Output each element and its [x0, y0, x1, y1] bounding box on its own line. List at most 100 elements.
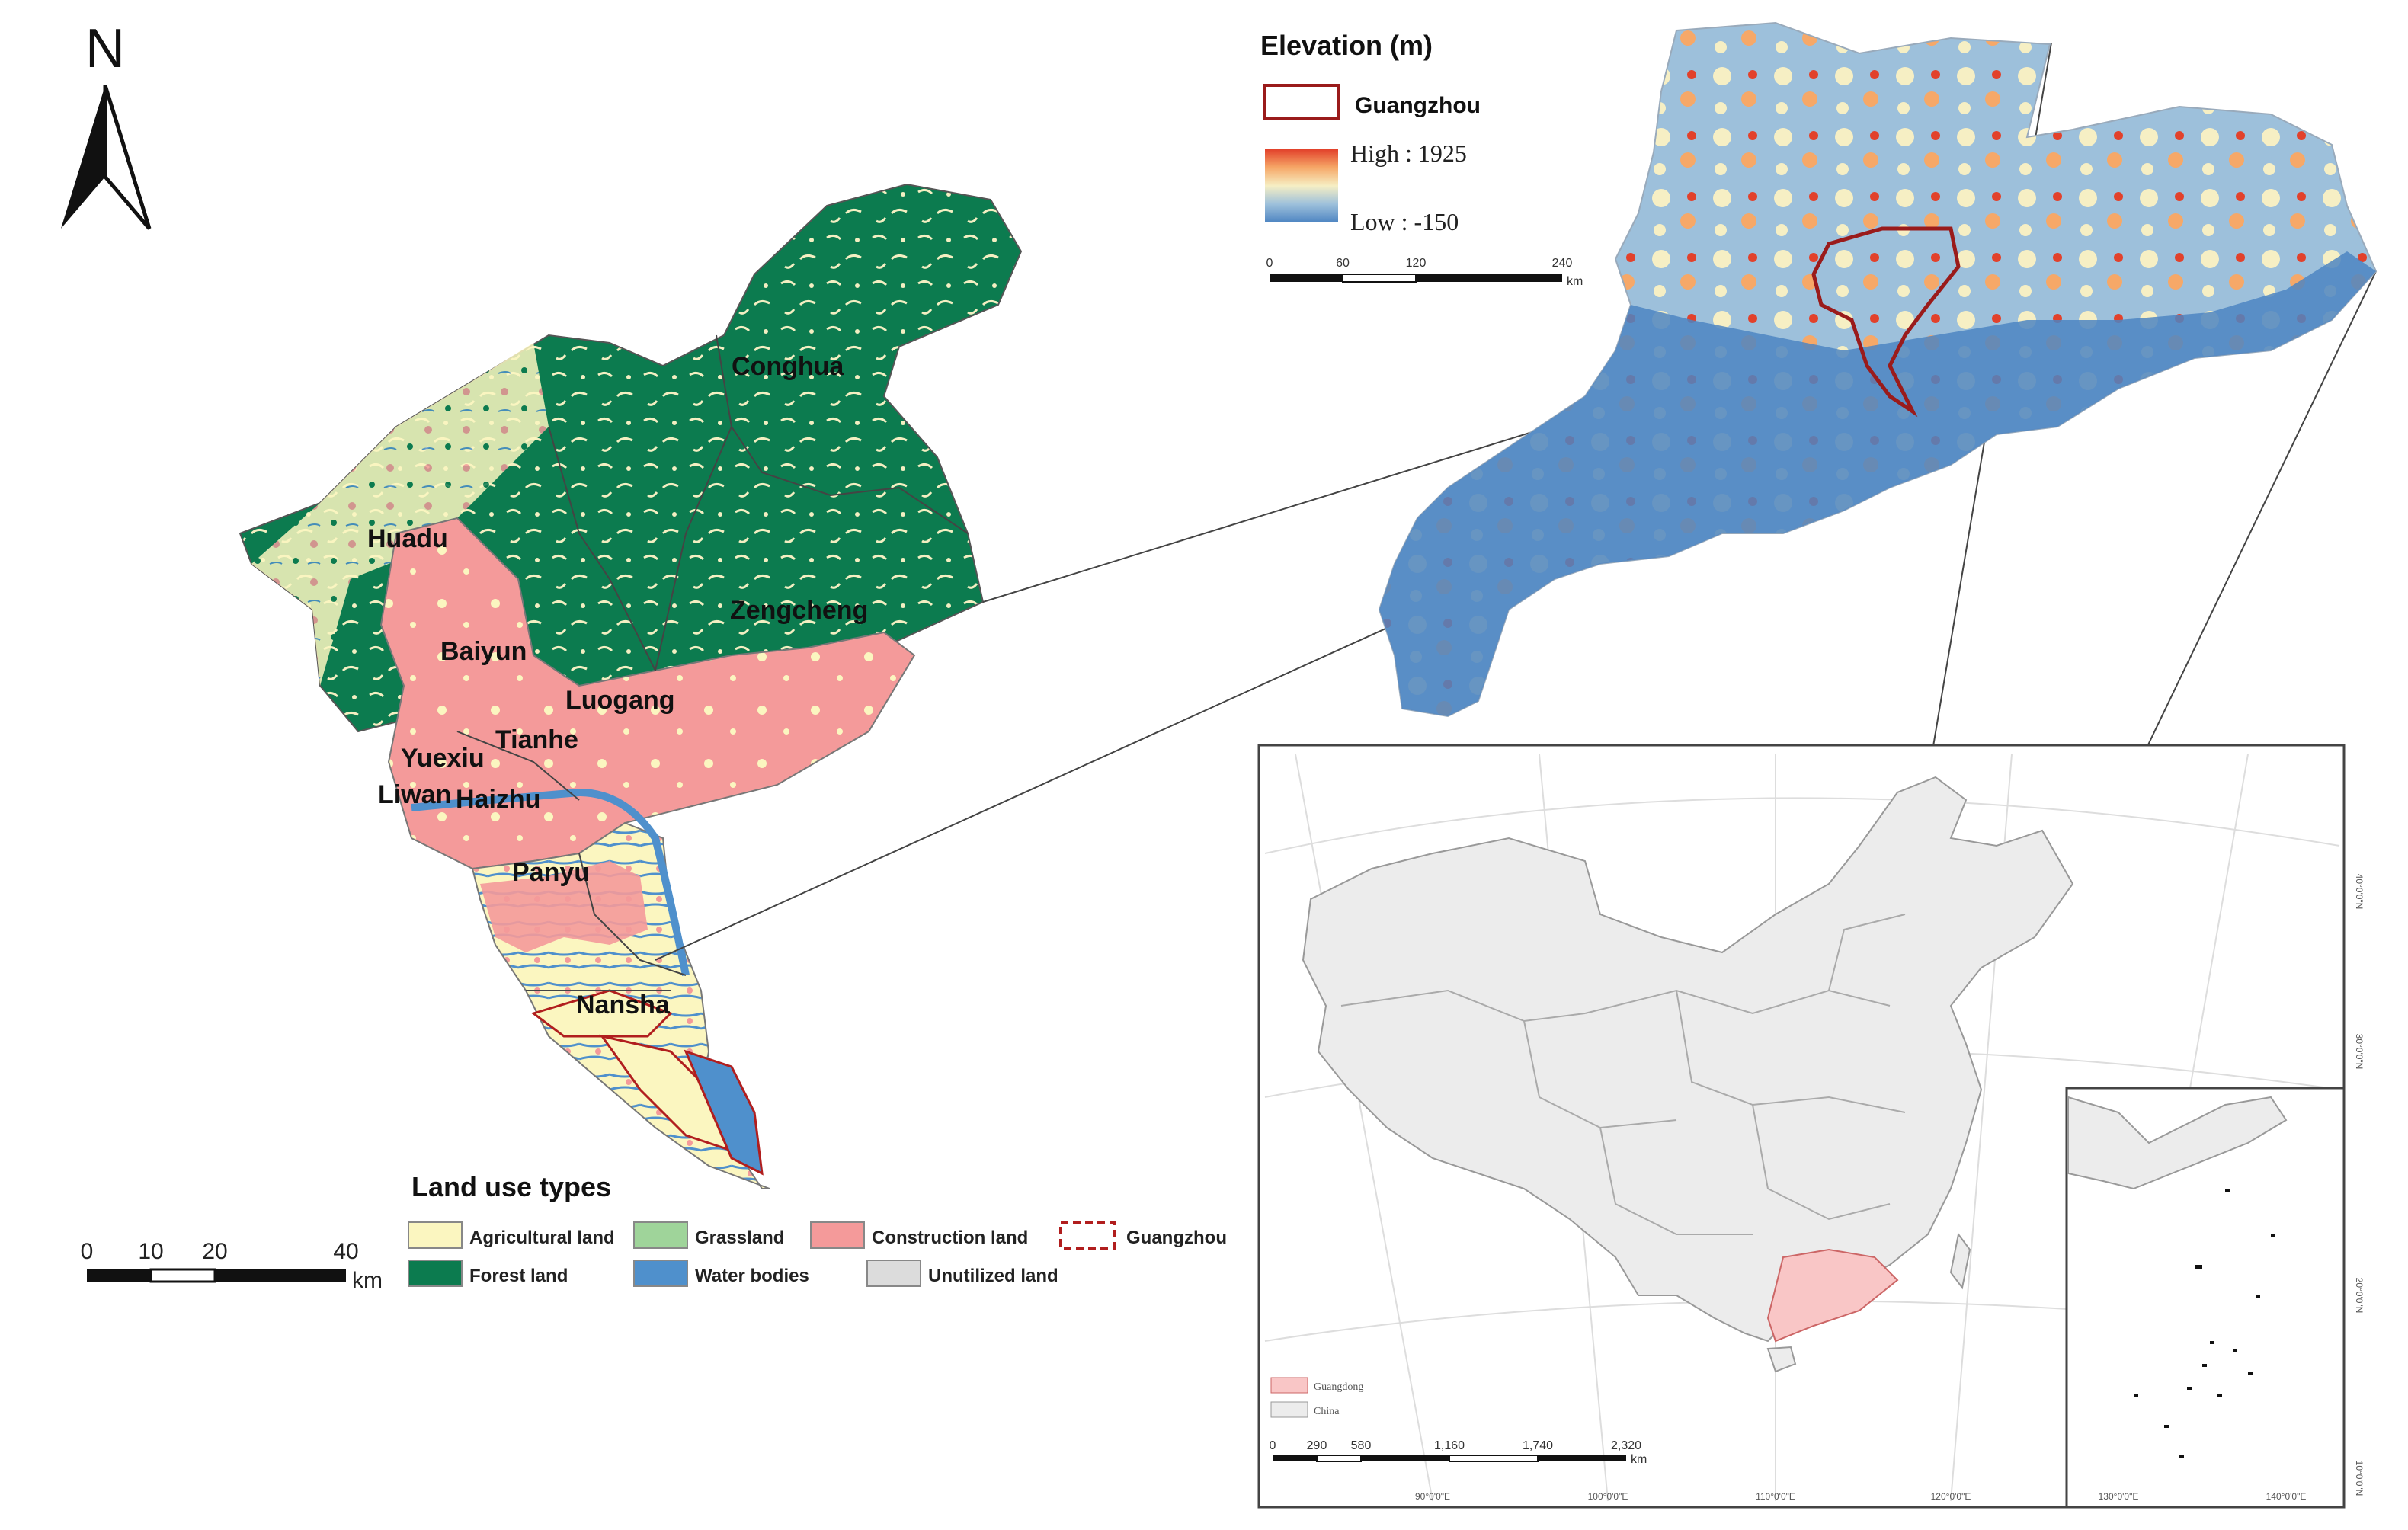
- legend-label-guangzhou-boundary: Guangzhou: [1126, 1228, 1227, 1248]
- land-use-south-urban: [480, 861, 648, 952]
- elevation-legend-boundary-swatch: [1263, 84, 1340, 120]
- elev-scale-seg-1: [1270, 274, 1343, 282]
- legend-swatch-construction: [810, 1221, 865, 1249]
- main-scale-seg-1: [87, 1269, 151, 1282]
- nansha-island-3: [684, 1049, 764, 1176]
- elevation-legend-low: Low : -150: [1350, 208, 1459, 235]
- china-scale-tick-2: 580: [1351, 1439, 1372, 1452]
- elev-scale-tick-120: 120: [1406, 257, 1427, 270]
- elev-scale-unit: km: [1567, 275, 1583, 288]
- elev-scale-tick-240: 240: [1552, 257, 1573, 270]
- elev-scale-tick-60: 60: [1336, 257, 1350, 270]
- legend-label-construction: Construction land: [872, 1228, 1028, 1248]
- district-label-liwan: Liwan: [378, 780, 451, 809]
- china-map-scale-bar: 0 290 580 1,160 1,740 2,320 km: [1270, 1439, 1647, 1466]
- inset-islands: [2134, 1189, 2275, 1458]
- district-label-nansha: Nansha: [576, 991, 671, 1019]
- main-scale-unit: km: [352, 1268, 383, 1293]
- china-legend-label-guangdong: Guangdong: [1314, 1381, 1363, 1393]
- guangdong-low-coast: [1379, 251, 2376, 716]
- legend-swatch-water: [633, 1260, 688, 1287]
- district-label-conghua: Conghua: [732, 352, 844, 381]
- legend-swatch-forest: [408, 1260, 463, 1287]
- china-scale-tick-1: 290: [1307, 1439, 1327, 1452]
- district-label-baiyun: Baiyun: [440, 637, 527, 666]
- guangzhou-land-use-map: Conghua Huadu Zengcheng Baiyun Luogang T…: [239, 183, 1023, 1189]
- china-legend-swatch-china: [1270, 1401, 1308, 1418]
- district-label-panyu: Panyu: [512, 858, 590, 887]
- main-scale-seg-3: [215, 1269, 346, 1282]
- china-scale-tick-5: 2,320: [1611, 1439, 1641, 1452]
- land-use-west-agri: [251, 343, 549, 686]
- china-legend-swatch-guangdong: [1270, 1377, 1308, 1394]
- lat-label-30: 30°0'0"N: [2354, 1034, 2365, 1070]
- legend-swatch-guangzhou-boundary: [1059, 1221, 1116, 1250]
- china-map-guangdong: [1766, 1248, 1899, 1343]
- north-arrow-right-half: [103, 85, 152, 230]
- legend-item-grassland: Grassland: [633, 1221, 784, 1249]
- district-labels: Conghua Huadu Zengcheng Baiyun Luogang T…: [367, 352, 868, 1019]
- north-arrow-label: N: [85, 18, 125, 79]
- legend-label-forest: Forest land: [469, 1266, 568, 1286]
- elev-scale-seg-3: [1416, 274, 1562, 282]
- lat-label-10: 10°0'0"N: [2354, 1461, 2365, 1496]
- legend-swatch-grassland: [633, 1221, 688, 1249]
- legend-label-water: Water bodies: [695, 1266, 809, 1286]
- elev-scale-tick-0: 0: [1266, 257, 1273, 270]
- elevation-map: Elevation (m) Guangzhou High : 1925 Low …: [1260, 21, 2378, 718]
- china-scale-unit: km: [1631, 1453, 1647, 1466]
- elev-scale-seg-2: [1342, 274, 1417, 283]
- china-scale-seg-3: [1361, 1455, 1449, 1461]
- china-map-lat-labels: 40°0'0"N 30°0'0"N 20°0'0"N 10°0'0"N: [2354, 874, 2365, 1496]
- main-scale-tick-40: 40: [333, 1239, 358, 1264]
- district-label-yuexiu: Yuexiu: [401, 744, 485, 773]
- legend-item-water: Water bodies: [633, 1260, 809, 1287]
- legend-label-unutilized: Unutilized land: [928, 1266, 1058, 1286]
- lon-label-140: 140°0'0"E: [2266, 1491, 2307, 1502]
- elevation-legend-title: Elevation (m): [1260, 30, 1433, 61]
- legend-label-agricultural: Agricultural land: [469, 1228, 615, 1248]
- main-scale-tick-0: 0: [81, 1239, 94, 1264]
- lat-label-20: 20°0'0"N: [2354, 1278, 2365, 1314]
- lon-label-90: 90°0'0"E: [1415, 1491, 1450, 1502]
- district-label-tianhe: Tianhe: [495, 725, 578, 754]
- main-scale-tick-10: 10: [138, 1239, 163, 1264]
- lon-label-110: 110°0'0"E: [1756, 1491, 1795, 1502]
- china-map-hainan: [1766, 1346, 1797, 1373]
- land-use-legend-title: Land use types: [411, 1171, 611, 1202]
- legend-item-unutilized: Unutilized land: [866, 1260, 1058, 1287]
- district-label-luogang: Luogang: [565, 686, 675, 715]
- district-label-huadu: Huadu: [367, 524, 448, 553]
- china-scale-tick-4: 1,740: [1523, 1439, 1553, 1452]
- main-map-scale-bar: 0 10 20 40 km: [81, 1239, 383, 1293]
- legend-item-agricultural: Agricultural land: [408, 1221, 615, 1249]
- elevation-scale-bar: 0 60 120 240 km: [1266, 257, 1583, 288]
- legend-label-grassland: Grassland: [695, 1228, 784, 1248]
- main-scale-tick-20: 20: [202, 1239, 227, 1264]
- land-use-legend: Land use types Agricultural land Forest …: [408, 1171, 1227, 1287]
- pearl-river: [411, 788, 690, 976]
- china-scale-seg-2: [1316, 1455, 1362, 1462]
- china-scale-seg-1: [1273, 1455, 1317, 1461]
- china-legend-label-china: China: [1314, 1406, 1340, 1417]
- lon-label-130: 130°0'0"E: [2099, 1491, 2139, 1502]
- lon-label-100: 100°0'0"E: [1588, 1491, 1628, 1502]
- china-locator-map: Guangdong China 0 290 580 1,160 1,740 2,…: [1257, 744, 2365, 1509]
- elevation-guangzhou-boundary: [1811, 226, 1961, 418]
- legend-item-forest: Forest land: [408, 1260, 568, 1287]
- lon-label-120: 120°0'0"E: [1931, 1491, 1971, 1502]
- north-arrow-left-half: [61, 85, 105, 229]
- legend-swatch-unutilized: [866, 1260, 921, 1287]
- legend-item-construction: Construction land: [810, 1221, 1028, 1249]
- main-scale-seg-2: [149, 1268, 216, 1283]
- land-use-urban-core: [379, 517, 916, 870]
- china-scale-seg-5: [1538, 1455, 1626, 1461]
- elevation-legend-ramp: [1265, 149, 1338, 222]
- district-boundaries: [456, 334, 969, 991]
- legend-swatch-agricultural: [408, 1221, 463, 1249]
- china-scale-tick-0: 0: [1270, 1439, 1276, 1452]
- china-province-lines: [1340, 914, 1906, 1235]
- nansha-island-1: [530, 989, 673, 1038]
- district-label-haizhu: Haizhu: [456, 785, 540, 814]
- district-label-zengcheng: Zengcheng: [730, 596, 868, 625]
